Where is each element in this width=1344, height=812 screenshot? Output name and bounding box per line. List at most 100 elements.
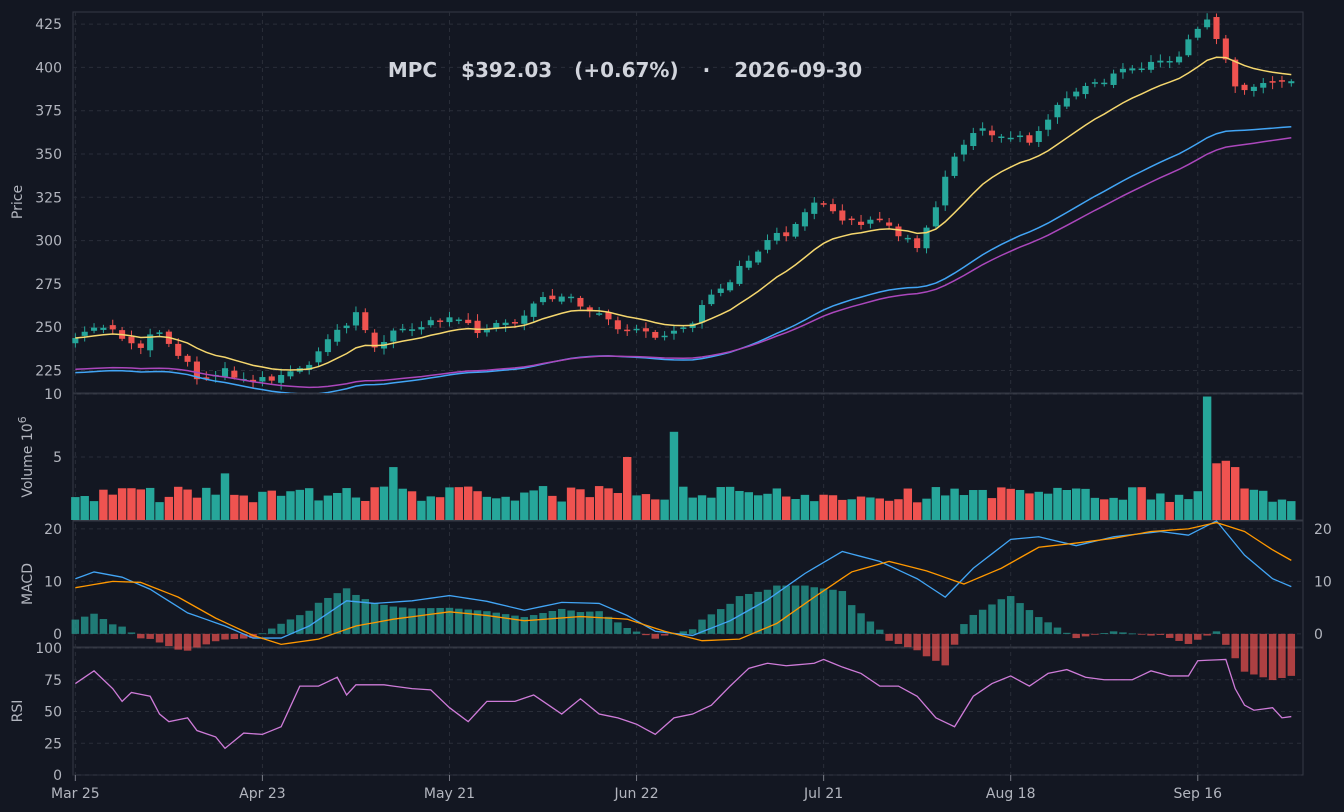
volume-bar [1230,467,1240,520]
volume-bar [370,487,379,520]
macd-histogram-bar [520,617,529,634]
candle-body [932,207,939,227]
macd-histogram-bar [829,589,837,634]
candle-body [773,232,780,241]
macd-histogram-bar [483,611,491,634]
macd-histogram-bar [137,633,145,639]
macd-histogram-bar [1194,633,1202,640]
price-tick-label: 375 [35,104,62,120]
macd-histogram-bar [913,633,921,651]
date-tick-label: Jul 21 [803,786,843,802]
candle-body [1157,60,1164,63]
volume-bar [1034,491,1043,520]
candle-body [698,305,706,323]
volume-scale-label: 10 [20,423,36,441]
macd-histogram-bar [314,602,323,634]
volume-bar [1025,493,1034,520]
volume-bar [117,488,127,520]
candle-body [708,294,715,305]
volume-bar [174,486,183,520]
volume-bar [1268,501,1277,520]
macd-tick-label: 20 [44,522,62,538]
macd-histogram-bar [642,633,650,636]
volume-bar [1043,493,1053,520]
volume-bar [501,496,510,520]
volume-bar [875,498,884,520]
candle-body [727,282,734,291]
macd-histogram-bar [904,633,912,648]
macd-histogram-bar [876,629,884,634]
volume-scale-exponent: 6 [16,416,29,423]
candle-body [549,295,556,300]
volume-bar [1240,488,1249,520]
macd-histogram-bar [398,607,407,634]
volume-bar [753,495,763,520]
ma-mid-line [75,125,1292,393]
volume-bar [333,492,342,520]
price-tick-label: 400 [35,60,62,76]
macd-histogram-bar [127,632,136,634]
candle-body [801,212,808,227]
volume-bar [1015,489,1025,520]
macd-histogram-bar [679,631,688,634]
candle-body [605,312,612,320]
candle-body [315,351,322,363]
candle-body [829,204,837,212]
axis-labels: 2252502753003253503754004255100102001020… [10,17,1332,802]
macd-signal-line [75,521,1292,646]
macd-histogram-bar [1035,617,1043,634]
volume-bar [548,495,557,520]
volume-bar [1109,497,1118,520]
macd-histogram-bar [1250,633,1258,675]
volume-bar [1053,487,1062,520]
candle-body [1232,59,1239,87]
macd-histogram-bar [932,633,940,661]
price-tick-label: 350 [35,147,62,163]
volume-bar [716,487,725,520]
volume-bar [127,488,136,520]
macd-histogram-bar [221,633,229,640]
macd-histogram-bar [296,615,304,634]
macd-histogram-bar [155,633,164,643]
candle-body [1147,61,1155,70]
candle-body [175,343,182,356]
macd-histogram-bar [1063,632,1071,634]
price-tick-label: 275 [35,277,62,293]
price-tick-label: 250 [35,320,62,336]
candle-body [661,335,668,338]
price-tick-label: 325 [35,190,62,206]
macd-histogram-bar [660,633,669,636]
volume-bar [295,489,305,520]
candle-body [1166,61,1173,63]
rsi-tick-label: 75 [44,673,62,689]
macd-histogram-bar [885,633,893,641]
macd-histogram-bar [193,633,201,648]
candle-body [530,303,537,317]
volume-bar [1081,488,1090,520]
volume-bar [136,489,146,520]
macd-histogram-bar [80,616,89,634]
candle-body [652,331,659,338]
volume-bar [557,501,566,520]
candle-body [642,328,649,332]
volume-bar [276,495,286,520]
candle-body [1241,84,1248,91]
candle-body [736,265,743,284]
candle-body [156,332,163,334]
candle-body [418,327,425,330]
candle-body [755,251,762,263]
macd-histogram-bar [492,612,500,634]
candle-body [1026,135,1033,143]
macd-right-tick-label: 10 [1314,574,1332,590]
candle-body [914,238,921,249]
volume-bar [482,496,492,520]
macd-histogram-bar [427,608,435,634]
volume-bar [435,497,445,520]
candle-body [371,332,378,348]
rsi-tick-label: 100 [35,641,62,657]
macd-histogram-bar [810,587,819,634]
candle-body [259,377,266,382]
volume-bar [1277,499,1287,520]
